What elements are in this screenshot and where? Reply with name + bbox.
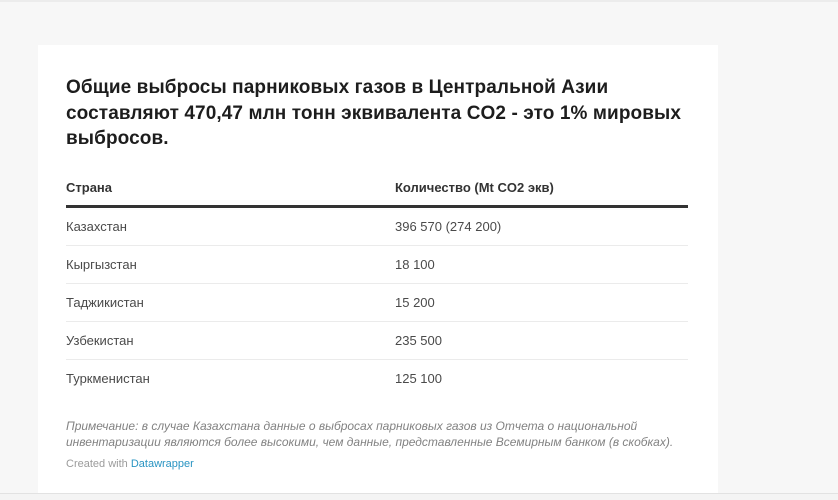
data-table: Страна Количество (Mt CO2 экв) Казахстан… — [66, 180, 688, 398]
table-row: Узбекистан 235 500 — [66, 322, 688, 360]
table-chart-card: Общие выбросы парниковых газов в Централ… — [38, 45, 718, 494]
cell-country: Казахстан — [66, 218, 127, 234]
datawrapper-link[interactable]: Datawrapper — [130, 458, 194, 471]
table-row: Казахстан 396 570 (274 200) — [66, 208, 688, 246]
chart-note: Примечание: в случае Казахстана данные о… — [66, 418, 674, 450]
column-header-country: Страна — [66, 179, 113, 195]
column-header-amount: Количество (Mt CO2 экв) — [395, 179, 554, 195]
cell-amount: 125 100 — [395, 371, 442, 387]
cell-amount: 396 570 (274 200) — [395, 218, 502, 234]
credit-line: Created with Datawrapper — [66, 458, 688, 470]
cell-country: Таджикистан — [66, 294, 144, 310]
page-bottom-strip — [0, 493, 838, 500]
table-row: Туркменистан 125 100 — [66, 360, 688, 398]
table-row: Кыргызстан 18 100 — [66, 246, 688, 284]
table-header-row: Страна Количество (Mt CO2 экв) — [66, 180, 688, 208]
chart-title: Общие выбросы парниковых газов в Централ… — [66, 77, 682, 150]
cell-country: Кыргызстан — [66, 256, 137, 272]
cell-country: Туркменистан — [66, 371, 150, 387]
cell-amount: 235 500 — [395, 332, 442, 348]
credit-text: Created with — [66, 458, 128, 471]
cell-country: Узбекистан — [66, 332, 134, 348]
cell-amount: 15 200 — [395, 294, 435, 310]
table-row: Таджикистан 15 200 — [66, 284, 688, 322]
cell-amount: 18 100 — [395, 256, 435, 272]
